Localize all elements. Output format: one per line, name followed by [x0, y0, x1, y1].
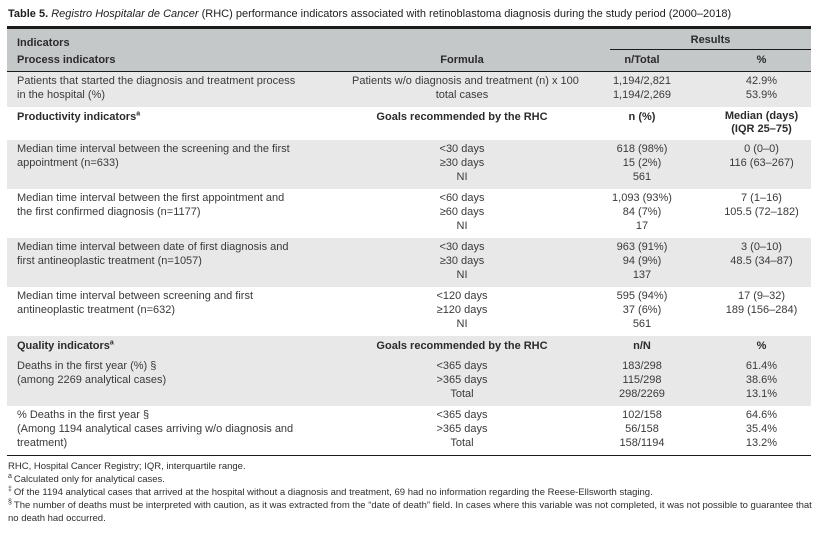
section-label: Productivity indicatorsa [17, 110, 141, 123]
cell-formula: Patients w/o diagnosis and treatment (n)… [352, 75, 579, 101]
cell-indicator: Deaths in the first year (%) § (among 22… [17, 360, 167, 386]
section-percent-header: % [756, 340, 767, 352]
footnote-marker-a: a [109, 339, 114, 347]
footnote-marker-a: a [8, 472, 12, 480]
header-row-1: Indicators Results [7, 29, 811, 50]
cell-indicator: Median time interval between date of fir… [17, 241, 289, 267]
table-row-deaths-wo-diagnosis: % Deaths in the first year § (Among 1194… [7, 406, 811, 455]
header-formula: Formula [440, 54, 484, 66]
cell-goal: <365 days >365 days Total [436, 360, 488, 400]
cell-goal: <60 days ≥60 days NI [439, 192, 485, 232]
header-indicators: Indicators [17, 37, 70, 49]
header-row-2: Process indicators Formula n/Total % [7, 50, 811, 71]
table-row-process: Patients that started the diagnosis and … [7, 72, 811, 107]
cell-goal: <120 days ≥120 days NI [436, 290, 488, 330]
cell-median: 3 (0–10) 48.5 (34–87) [730, 241, 793, 267]
cell-n: 618 (98%) 15 (2%) 561 [616, 143, 668, 183]
cell-indicator: % Deaths in the first year § (Among 1194… [17, 409, 294, 449]
header-process-indicators: Process indicators [17, 54, 116, 66]
cell-median: 0 (0–0) 116 (63–267) [729, 143, 794, 169]
section-median-header: Median (days) (IQR 25–75) [724, 110, 799, 135]
header-n-total: n/Total [624, 54, 660, 66]
section-n-header: n/N [633, 340, 651, 352]
table: Indicators Results Process indicators Fo… [7, 26, 811, 456]
header-percent: % [756, 54, 767, 66]
table-footnotes: RHC, Hospital Cancer Registry; IQR, inte… [8, 460, 812, 525]
cell-percent: 42.9% 53.9% [745, 75, 778, 101]
footnote-marker-section: § [8, 498, 12, 506]
cell-n: 963 (91%) 94 (9%) 137 [616, 241, 668, 281]
table-row-screening-appointment: Median time interval between the screeni… [7, 140, 811, 189]
table-title-rest: (RHC) performance indicators associated … [198, 8, 732, 20]
table-row-appointment-diagnosis: Median time interval between the first a… [7, 189, 811, 238]
header-results: Results [610, 33, 811, 50]
section-goals: Goals recommended by the RHC [376, 340, 548, 352]
table-number: Table 5. [8, 8, 49, 20]
section-label: Quality indicatorsa [17, 339, 114, 352]
table-title-italic: Registro Hospitalar de Cancer [48, 8, 199, 20]
table-header: Indicators Results Process indicators Fo… [7, 29, 811, 72]
cell-median: 7 (1–16) 105.5 (72–182) [724, 192, 799, 218]
cell-indicator: Patients that started the diagnosis and … [17, 75, 296, 101]
cell-n: 595 (94%) 37 (6%) 561 [616, 290, 668, 330]
page: Table 5. Registro Hospitalar de Cancer (… [0, 7, 818, 525]
footnote-abbreviations: RHC, Hospital Cancer Registry; IQR, inte… [8, 461, 246, 472]
cell-goal: <365 days >365 days Total [436, 409, 488, 449]
cell-indicator: Median time interval between the first a… [17, 192, 285, 218]
cell-n-total: 1,194/2,821 1,194/2,269 [612, 75, 672, 101]
cell-goal: <30 days ≥30 days NI [439, 143, 485, 183]
cell-percent: 61.4% 38.6% 13.1% [745, 360, 778, 400]
section-n-header: n (%) [628, 111, 656, 123]
cell-indicator: Median time interval between the screeni… [17, 143, 290, 169]
footnote-a: a Calculated only for analytical cases. [8, 472, 165, 485]
table-title: Table 5. Registro Hospitalar de Cancer (… [8, 7, 818, 21]
table-row-deaths-analytical: Deaths in the first year (%) § (among 22… [7, 357, 811, 406]
footnote-marker-a: a [136, 110, 141, 118]
table-row-screening-treatment: Median time interval between screening a… [7, 287, 811, 336]
section-header-productivity: Productivity indicatorsa Goals recommend… [7, 107, 811, 140]
table-row-diagnosis-treatment: Median time interval between date of fir… [7, 238, 811, 287]
cell-percent: 64.6% 35.4% 13.2% [745, 409, 778, 449]
footnote-section: § The number of deaths must be interprete… [8, 498, 812, 524]
cell-n: 102/158 56/158 158/1194 [619, 409, 665, 449]
cell-median: 17 (9–32) 189 (156–284) [725, 290, 798, 316]
footnote-double-dagger: ‡ Of the 1194 analytical cases that arriv… [8, 485, 653, 498]
cell-n: 1,093 (93%) 84 (7%) 17 [612, 192, 672, 232]
section-goals: Goals recommended by the RHC [376, 111, 548, 123]
cell-indicator: Median time interval between screening a… [17, 290, 254, 316]
cell-n: 183/298 115/298 298/2269 [619, 360, 665, 400]
footnote-marker-double-dagger: ‡ [8, 485, 12, 493]
cell-goal: <30 days ≥30 days NI [439, 241, 485, 281]
section-header-quality: Quality indicatorsa Goals recommended by… [7, 336, 811, 357]
